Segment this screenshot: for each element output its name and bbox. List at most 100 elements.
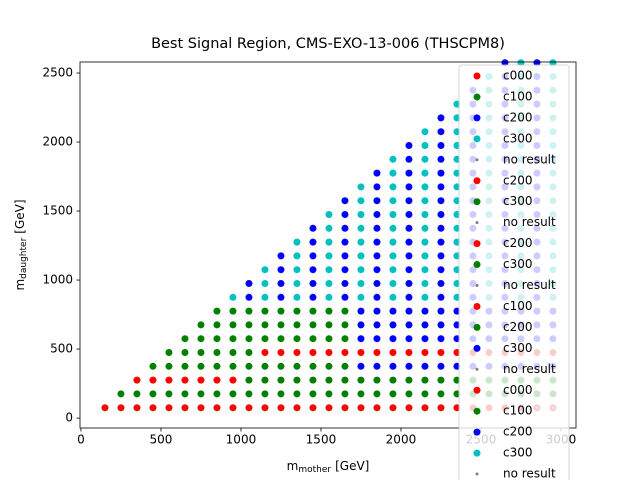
point: [229, 362, 237, 370]
point: [405, 349, 413, 357]
point: [149, 404, 157, 412]
point: [293, 404, 301, 412]
point: [405, 169, 413, 177]
point: [389, 293, 397, 301]
point: [373, 404, 381, 412]
legend-label: c000: [503, 383, 533, 397]
x-tick-label: 1500: [306, 433, 337, 447]
x-label-unit: [GeV]: [335, 459, 369, 473]
legend-label: c300: [503, 257, 533, 271]
legend-label: no result: [503, 215, 556, 229]
legend-marker: [473, 177, 481, 185]
point: [373, 307, 381, 315]
point: [261, 335, 269, 343]
point: [261, 376, 269, 384]
point: [437, 114, 445, 122]
point: [389, 183, 397, 191]
y-tick-label: 500: [50, 342, 73, 356]
point: [437, 155, 445, 163]
point: [325, 390, 333, 398]
point: [309, 280, 317, 288]
point: [357, 252, 365, 260]
point: [357, 390, 365, 398]
point: [373, 183, 381, 191]
point: [437, 169, 445, 177]
point: [389, 376, 397, 384]
point: [245, 335, 253, 343]
point: [261, 349, 269, 357]
point: [357, 238, 365, 246]
legend-label: c100: [503, 299, 533, 313]
point: [229, 404, 237, 412]
point: [133, 390, 141, 398]
y-axis-label: mdaughter [GeV]: [13, 199, 29, 290]
point: [437, 128, 445, 136]
point: [437, 307, 445, 315]
point: [341, 224, 349, 232]
point: [277, 293, 285, 301]
point: [357, 321, 365, 329]
point: [437, 404, 445, 412]
point: [181, 390, 189, 398]
point: [325, 266, 333, 274]
y-tick-label: 1500: [42, 204, 73, 218]
point: [181, 335, 189, 343]
legend-label: c200: [503, 110, 533, 124]
point: [373, 266, 381, 274]
point: [309, 404, 317, 412]
legend-marker: [473, 93, 481, 101]
point: [501, 59, 509, 67]
point: [373, 390, 381, 398]
legend-marker: [473, 72, 481, 80]
point: [213, 362, 221, 370]
point: [389, 238, 397, 246]
point: [389, 362, 397, 370]
chart-title: Best Signal Region, CMS-EXO-13-006 (THSC…: [151, 36, 505, 52]
point: [213, 376, 221, 384]
point: [133, 376, 141, 384]
legend-label: c300: [503, 131, 533, 145]
point: [229, 293, 237, 301]
point: [389, 349, 397, 357]
point: [357, 376, 365, 384]
point: [341, 307, 349, 315]
point: [373, 293, 381, 301]
point: [309, 349, 317, 357]
point: [357, 349, 365, 357]
point: [245, 376, 253, 384]
point: [261, 404, 269, 412]
point: [357, 307, 365, 315]
point: [309, 238, 317, 246]
point: [373, 238, 381, 246]
point: [341, 280, 349, 288]
point: [421, 238, 429, 246]
point: [341, 362, 349, 370]
legend-marker: [473, 428, 481, 436]
legend-marker: [473, 198, 481, 206]
point: [421, 321, 429, 329]
legend-label: c100: [503, 89, 533, 103]
point: [405, 335, 413, 343]
point: [421, 128, 429, 136]
point: [389, 335, 397, 343]
point: [421, 252, 429, 260]
point: [357, 280, 365, 288]
point: [117, 404, 125, 412]
point: [405, 238, 413, 246]
point: [277, 252, 285, 260]
point: [341, 390, 349, 398]
point: [421, 224, 429, 232]
point: [437, 349, 445, 357]
legend-marker: [475, 367, 479, 371]
point: [309, 307, 317, 315]
point: [357, 211, 365, 218]
legend-marker: [473, 240, 481, 248]
point: [405, 224, 413, 232]
point: [133, 404, 141, 412]
point: [405, 155, 413, 163]
point: [245, 362, 253, 370]
legend-label: c200: [503, 236, 533, 250]
point: [325, 252, 333, 260]
y-label-sub: daughter: [19, 237, 29, 278]
point: [197, 390, 205, 398]
